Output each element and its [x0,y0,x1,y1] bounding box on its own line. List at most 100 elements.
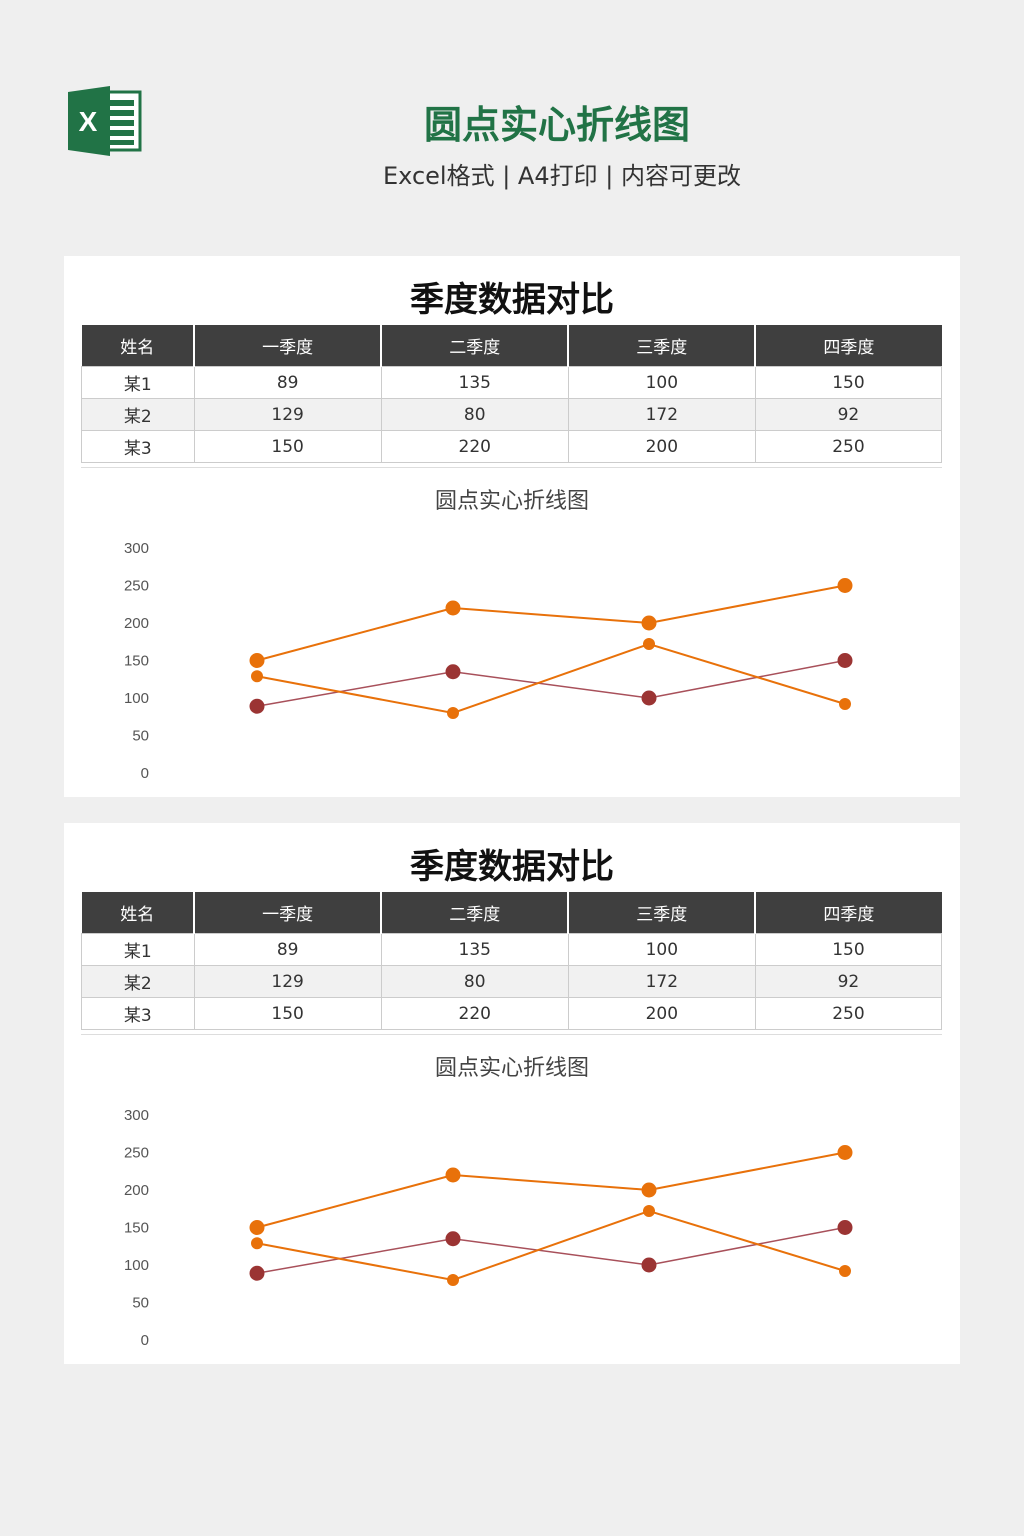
series-line [256,584,846,662]
data-point [251,1237,263,1250]
data-point [837,1220,853,1235]
y-tick-label: 100 [124,1257,149,1274]
data-point [447,1274,459,1286]
table-cell: 129 [193,965,382,998]
table-row: 某3 150 220 200 250 [81,997,943,1030]
data-point [641,690,657,706]
table-cell: 135 [380,366,569,399]
y-tick-label: 0 [141,1332,149,1349]
table-row: 某3 150 220 200 250 [81,430,943,463]
table-header: 姓名 一季度 二季度 三季度 四季度 [81,325,942,367]
chart-title: 圆点实心折线图 [434,1056,589,1081]
y-tick-label: 200 [124,615,149,632]
y-tick-label: 0 [141,765,149,782]
line-chart: 0 50 100 150 200 250 300 [124,1107,853,1349]
column-header: 姓名 [81,892,195,934]
excel-icon: X [68,86,142,156]
line-chart: 0 50 100 150 200 250 300 [124,540,853,782]
chart-title: 圆点实心折线图 [434,489,589,514]
data-point [837,1145,853,1160]
page-subtitle: Excel格式 | A4打印 | 内容可更改 [383,162,741,190]
data-point [837,653,853,668]
data-point [839,698,851,710]
table-cell: 150 [754,933,943,966]
data-point [839,1265,851,1277]
data-point [447,707,459,719]
column-header: 一季度 [193,325,382,367]
table-cell: 150 [754,366,943,399]
data-point [249,653,265,668]
table-cell: 135 [380,933,569,966]
y-tick-label: 150 [124,1220,149,1237]
table-cell: 92 [754,965,943,998]
data-point [641,1257,657,1273]
table-cell: 92 [754,398,943,431]
column-header: 三季度 [567,892,756,934]
data-point [641,615,657,631]
panel-title: 季度数据对比 [410,280,614,320]
series-line [256,659,846,707]
data-point [643,1205,655,1217]
table-cell: 172 [567,965,756,998]
table-row: 某2 129 80 172 92 [81,965,943,998]
y-tick-label: 50 [132,728,149,745]
table-cell: 某1 [81,933,195,966]
panel-title: 季度数据对比 [410,847,614,887]
series-line [256,642,846,715]
table-cell: 200 [567,430,756,463]
table-cell: 89 [193,933,382,966]
divider [81,1034,942,1035]
series-line [256,1226,846,1274]
table-cell: 某3 [81,430,195,463]
table-cell: 100 [567,366,756,399]
column-header: 二季度 [380,325,569,367]
table-cell: 80 [380,398,569,431]
data-point [249,698,265,714]
column-header: 二季度 [380,892,569,934]
table-cell: 220 [380,997,569,1030]
panel-1: 季度数据对比 姓名 一季度 二季度 三季度 四季度 某1 89 135 100 150 某2 129 80… [64,256,960,797]
table-row: 某1 89 135 100 150 [81,933,943,966]
data-point [445,1231,461,1247]
panel-2: 季度数据对比 姓名 一季度 二季度 三季度 四季度 某1 89 135 100 150 某2 129 80… [64,823,960,1364]
data-point [445,664,461,680]
data-point [445,600,461,616]
series-line [256,1209,846,1282]
table-cell: 200 [567,997,756,1030]
data-point [445,1167,461,1183]
table-cell: 250 [754,430,943,463]
y-tick-label: 300 [124,1107,149,1124]
column-header: 姓名 [81,325,195,367]
table-cell: 某3 [81,997,195,1030]
column-header: 四季度 [754,892,942,934]
table-cell: 150 [193,430,382,463]
table-cell: 220 [380,430,569,463]
y-tick-label: 150 [124,653,149,670]
column-header: 一季度 [193,892,382,934]
table-header: 姓名 一季度 二季度 三季度 四季度 [81,892,942,934]
table-row: 某2 129 80 172 92 [81,398,943,431]
y-tick-label: 250 [124,578,149,595]
y-tick-label: 50 [132,1295,149,1312]
table-cell: 某2 [81,398,195,431]
data-point [249,1220,265,1235]
y-tick-label: 200 [124,1182,149,1199]
data-point [249,1265,265,1281]
y-tick-label: 250 [124,1145,149,1162]
y-tick-label: 100 [124,690,149,707]
table-cell: 某2 [81,965,195,998]
data-point [641,1182,657,1198]
data-table: 姓名 一季度 二季度 三季度 四季度 某1 89 135 100 150 某2 129 80 172 92 某… [81,892,943,1030]
data-point [837,578,853,593]
column-header: 四季度 [754,325,942,367]
table-cell: 某1 [81,366,195,399]
svg-text:X: X [79,106,98,137]
divider [81,467,942,468]
table-cell: 89 [193,366,382,399]
table-cell: 80 [380,965,569,998]
y-tick-label: 300 [124,540,149,557]
table-cell: 250 [754,997,943,1030]
table-row: 某1 89 135 100 150 [81,366,943,399]
data-table: 姓名 一季度 二季度 三季度 四季度 某1 89 135 100 150 某2 129 80 172 92 某… [81,325,943,463]
table-cell: 129 [193,398,382,431]
